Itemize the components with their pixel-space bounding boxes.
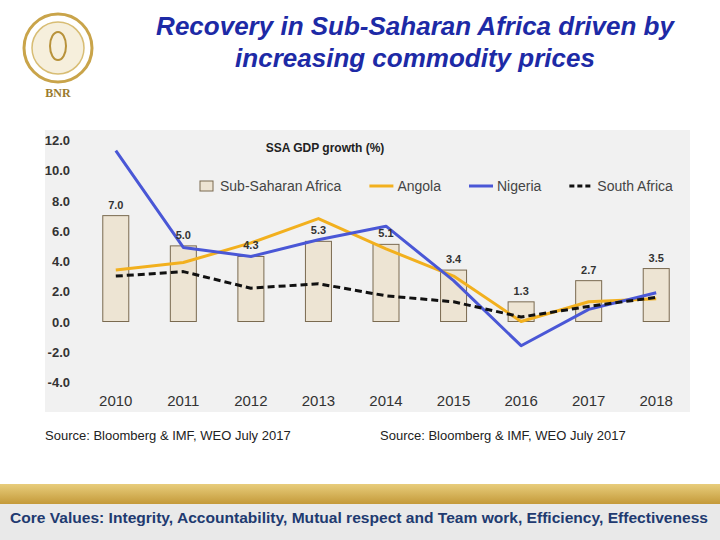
data-label: 5.0: [176, 229, 191, 241]
subtitle: SSA GDP growth (%): [266, 141, 385, 155]
legend-label: Angola: [397, 178, 441, 194]
line-series: [116, 151, 656, 346]
footer-background: [0, 504, 720, 540]
data-label: 1.3: [513, 285, 528, 297]
y-tick: [79, 351, 82, 352]
logo-ring: [24, 14, 92, 82]
y-tick: [79, 382, 82, 383]
data-label: 2.7: [581, 264, 596, 276]
y-tick: [79, 140, 82, 141]
y-tick: [79, 170, 82, 171]
legend: Sub-Saharan Africa Angola Nigeria South Afr…: [200, 178, 673, 194]
source-note: Source: Bloomberg & IMF, WEO July 2017: [45, 428, 291, 443]
legend-swatch: [369, 185, 393, 188]
data-label: 5.3: [311, 224, 326, 236]
line-series: [116, 219, 656, 322]
data-labels: 7.0 5.0 4.3 5.3 5.1 3.4 1.3 2.7 3.5: [108, 199, 664, 297]
legend-label: Sub-Saharan Africa: [220, 178, 342, 194]
title: Recovery in Sub-Saharan Africa driven by…: [115, 10, 715, 74]
y-tick-label: 12.0: [45, 133, 70, 148]
x-tick-label: 2011: [167, 392, 199, 409]
source-note: Source: Bloomberg & IMF, WEO July 2017: [380, 428, 626, 443]
y-tick-label: 6.0: [52, 224, 70, 239]
footer-text: Core Values: Integrity, Accountability, …: [10, 509, 708, 526]
bar: [373, 244, 399, 321]
y-tick: [79, 291, 82, 292]
x-tick-label: 2017: [572, 392, 605, 409]
x-tick-label: 2014: [369, 392, 402, 409]
x-tick-label: 2015: [437, 392, 470, 409]
legend-label: Nigeria: [497, 178, 542, 194]
y-tick-label: -4.0: [48, 375, 70, 390]
data-label: 4.3: [243, 239, 258, 251]
logo-emblem: [50, 32, 66, 60]
x-tick-label: 2013: [302, 392, 335, 409]
bar: [170, 246, 196, 322]
data-label: 3.4: [446, 253, 462, 265]
y-tick: [79, 230, 82, 231]
y-tick-label: 4.0: [52, 254, 70, 269]
data-label: 7.0: [108, 199, 123, 211]
y-tick-label: 0.0: [52, 315, 70, 330]
legend-swatch: [200, 181, 213, 191]
y-tick: [79, 261, 82, 262]
data-label: 3.5: [649, 252, 664, 264]
line-series: [116, 272, 656, 317]
data-label: 5.1: [378, 227, 393, 239]
bar: [305, 241, 331, 321]
y-tick: [79, 200, 82, 201]
x-tick-label: 2018: [640, 392, 673, 409]
legend-swatch: [469, 185, 493, 188]
x-tick-label: 2012: [234, 392, 267, 409]
y-tick-label: 8.0: [52, 194, 70, 209]
plot-area: [103, 151, 669, 346]
legend-label: South Africa: [597, 178, 673, 194]
y-tick-label: 2.0: [52, 284, 70, 299]
y-tick: [79, 321, 82, 322]
footer-band: [0, 484, 720, 504]
x-tick-label: 2010: [99, 392, 132, 409]
x-tick-label: 2016: [504, 392, 537, 409]
slide: BNR SSA GDP growth (%) -4.0 -2.0 0.0 2.0 4.0 6.…: [0, 0, 720, 540]
y-tick-label: 10.0: [45, 163, 70, 178]
y-tick-label: -2.0: [48, 345, 70, 360]
logo-inner: [32, 22, 84, 74]
legend-swatch: [569, 185, 593, 188]
logo-text: BNR: [45, 86, 71, 100]
chart-background: [45, 130, 690, 412]
